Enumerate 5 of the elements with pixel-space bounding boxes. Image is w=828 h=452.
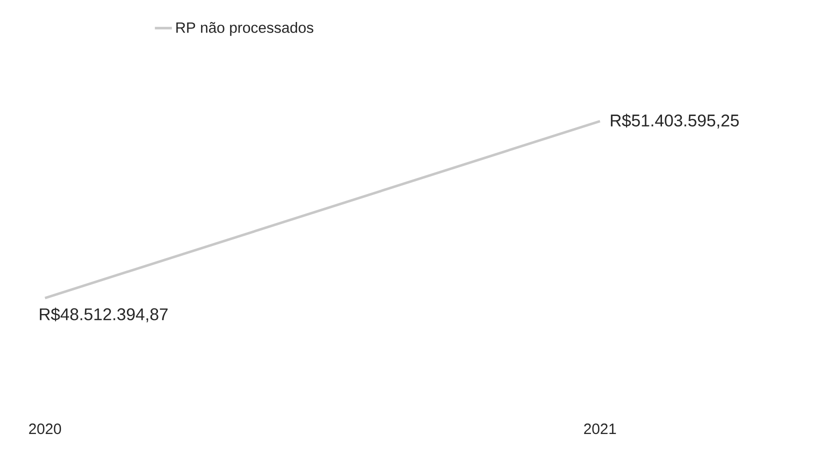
legend-label: RP não processados [176, 22, 314, 36]
x-tick-label: 2020 [29, 424, 62, 434]
x-tick-label: 2021 [584, 424, 616, 434]
data-label: R$51.403.595,25 [610, 114, 739, 129]
data-label: R$48.512.394,87 [40, 308, 168, 322]
